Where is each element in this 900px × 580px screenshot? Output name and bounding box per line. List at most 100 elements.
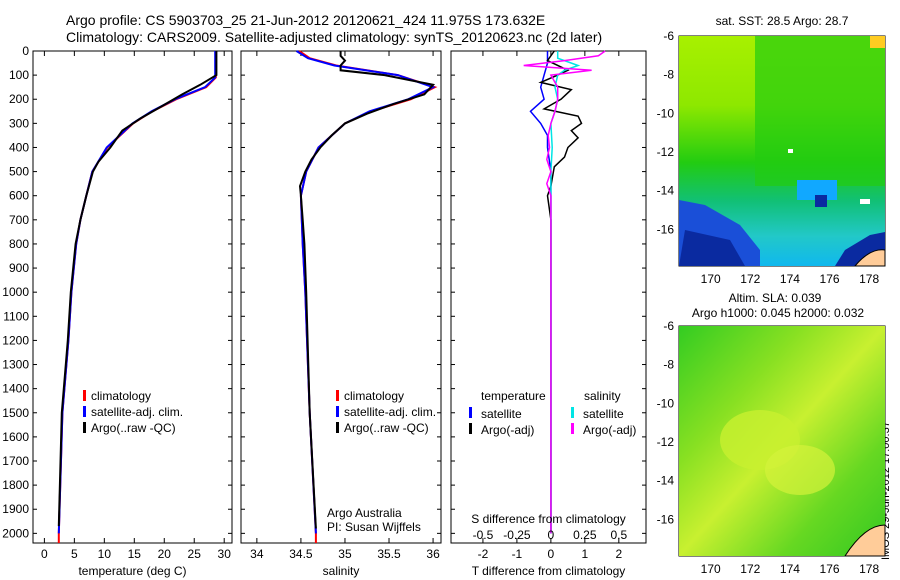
series-line-satellite-adj-clim- (295, 50, 436, 534)
legend-swatch (469, 423, 472, 434)
y-tick-label: 1100 (3, 309, 29, 323)
y-tick-label: 500 (9, 165, 29, 179)
legend-label: climatology (344, 389, 404, 403)
x-tick-label: 2 (615, 547, 622, 561)
y-tick-label: -10 (657, 106, 675, 120)
sla-map-field (679, 326, 885, 556)
y-tick-label: -12 (657, 145, 675, 159)
series-line-argo-raw-qc- (298, 51, 436, 529)
y-tick-label: 1400 (2, 382, 29, 396)
x-tick-label: 20 (158, 547, 172, 561)
y-tick-label: 100 (9, 68, 29, 82)
series-line-argo-raw-qc- (57, 51, 218, 527)
y-tick-label: 1800 (2, 478, 29, 492)
x-tick-label: 174 (780, 272, 800, 286)
x-tick-label: -2 (478, 547, 489, 561)
series-line-salinity-satellite (550, 51, 581, 534)
y-tick-label: 1900 (2, 502, 29, 516)
x-tick-label: 176 (820, 562, 840, 576)
x-axis-label: salinity (323, 564, 360, 578)
legend-swatch (336, 390, 339, 401)
x-tick-label: 0 (41, 547, 48, 561)
x2-tick-label: -0.5 (473, 528, 494, 542)
y-tick-label: -14 (657, 474, 675, 488)
series-line-temperature-satellite (529, 51, 552, 534)
x-axis-label: temperature (deg C) (78, 564, 186, 578)
y-tick-label: -6 (663, 319, 674, 333)
x-tick-label: 1 (582, 547, 589, 561)
annotation-text: Argo Australia (327, 506, 402, 520)
x-tick-label: 34.5 (289, 547, 313, 561)
x-tick-label: -1 (512, 547, 523, 561)
y-tick-label: 1200 (2, 333, 29, 347)
legend-label: satellite-adj. clim. (344, 405, 436, 419)
x-tick-label: 15 (128, 547, 142, 561)
profile-panel-1-frame (32, 50, 233, 544)
x-tick-label: 35 (338, 547, 352, 561)
x-tick-label: 25 (188, 547, 202, 561)
legend-label: climatology (91, 389, 151, 403)
sst-map-field (679, 36, 885, 266)
x2-tick-label: -0.25 (503, 528, 531, 542)
series-line-salinity-argo-adj- (523, 50, 606, 534)
x2-tick-label: 0 (548, 528, 555, 542)
x-axis-label: T difference from climatology (472, 564, 626, 578)
legend-label: satellite (583, 407, 624, 421)
x-tick-label: 0 (548, 547, 555, 561)
x-tick-label: 176 (820, 272, 840, 286)
y-tick-label: -12 (657, 435, 675, 449)
x-tick-label: 172 (740, 272, 760, 286)
map-title: sat. SST: 28.5 Argo: 28.7 (716, 14, 849, 28)
x-tick-label: 35.5 (377, 547, 401, 561)
y-tick-label: 0 (22, 44, 29, 58)
legend-label: Argo(-adj) (481, 423, 534, 437)
profile-panel-3-frame (450, 50, 647, 544)
x-tick-label: 172 (740, 562, 760, 576)
y-tick-label: 600 (9, 189, 29, 203)
annotation-text: PI: Susan Wijffels (327, 520, 421, 534)
series-line-temperature-argo-adj- (538, 50, 583, 534)
figure-title-line2: Climatology: CARS2009. Satellite-adjuste… (66, 29, 603, 45)
x-tick-label: 170 (701, 272, 721, 286)
x-tick-label: 178 (859, 562, 879, 576)
y-tick-label: 800 (9, 237, 29, 251)
legend-swatch (571, 423, 574, 434)
x-tick-label: 174 (780, 562, 800, 576)
legend-swatch (336, 406, 339, 417)
legend-swatch (83, 406, 86, 417)
y-tick-label: 2000 (2, 526, 29, 540)
legend-label: Argo(..raw -QC) (344, 421, 429, 435)
legend-title: salinity (584, 389, 621, 403)
y-tick-label: 1700 (2, 454, 29, 468)
y-tick-label: -14 (657, 184, 675, 198)
y-tick-label: -16 (657, 512, 675, 526)
legend-swatch (571, 407, 574, 418)
y-tick-label: 400 (9, 140, 29, 154)
x-tick-label: 5 (71, 547, 78, 561)
profile-panel-2-frame (240, 50, 442, 544)
legend-swatch (83, 390, 86, 401)
legend-label: Argo(..raw -QC) (91, 421, 176, 435)
legend-swatch (469, 407, 472, 418)
y-tick-label: 900 (9, 261, 29, 275)
x2-tick-label: 0.5 (610, 528, 627, 542)
x2-axis-label: S difference from climatology (471, 512, 626, 526)
legend-swatch (83, 422, 86, 433)
y-tick-label: -10 (657, 396, 675, 410)
legend-swatch (336, 422, 339, 433)
legend-label: satellite (481, 407, 522, 421)
series-line-satellite-adj-clim- (57, 51, 217, 534)
x-tick-label: 170 (701, 562, 721, 576)
y-tick-label: 300 (9, 116, 29, 130)
y-tick-label: 1000 (2, 285, 29, 299)
series-line-climatology (57, 51, 217, 543)
y-tick-label: 1600 (2, 430, 29, 444)
x-tick-label: 34 (250, 547, 264, 561)
x2-tick-label: 0.25 (573, 528, 597, 542)
legend-label: satellite-adj. clim. (91, 405, 183, 419)
map-subtitle: Argo h1000: 0.045 h2000: 0.032 (692, 306, 864, 320)
x-tick-label: 178 (859, 272, 879, 286)
map-title: Altim. SLA: 0.039 (729, 291, 822, 305)
figure-title-line1: Argo profile: CS 5903703_25 21-Jun-2012 … (66, 12, 546, 28)
